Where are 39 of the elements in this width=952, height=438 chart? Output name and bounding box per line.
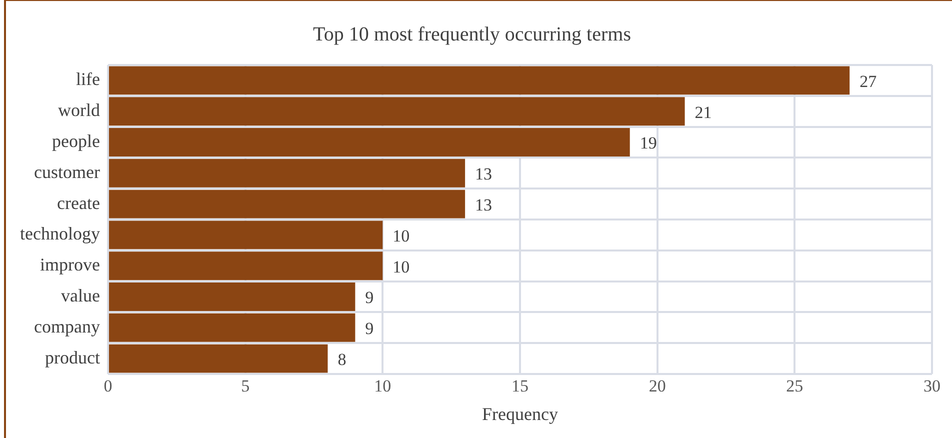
bar	[108, 66, 850, 95]
x-tick-label: 25	[786, 376, 804, 396]
y-tick-label: life	[76, 69, 100, 90]
data-label: 8	[338, 350, 346, 370]
y-tick-label: technology	[20, 224, 100, 244]
bar	[108, 190, 466, 218]
x-tick-label: 5	[241, 376, 250, 396]
data-label: 10	[392, 226, 410, 246]
x-tick-label: 30	[924, 376, 940, 396]
y-tick-label: company	[34, 316, 100, 336]
bar	[108, 282, 356, 311]
x-axis-title: Frequency	[482, 404, 558, 424]
data-label: 19	[640, 134, 657, 153]
bar	[108, 313, 356, 342]
y-tick-label: customer	[34, 162, 100, 182]
x-tick-label: 0	[104, 376, 112, 396]
data-label: 9	[365, 319, 374, 338]
data-label: 13	[475, 164, 492, 184]
x-tick-label: 20	[648, 376, 666, 396]
x-tick-label: 15	[511, 376, 528, 396]
bar	[108, 128, 630, 156]
data-label: 21	[694, 102, 712, 122]
data-label: 27	[860, 72, 878, 91]
bar	[108, 220, 383, 250]
y-tick-label: create	[57, 192, 100, 213]
y-tick-label: improve	[40, 254, 100, 275]
y-tick-label: world	[58, 100, 100, 120]
y-tick-label: value	[60, 285, 100, 306]
data-label: 9	[365, 288, 374, 308]
data-label: 10	[392, 257, 410, 276]
data-label: 13	[475, 196, 492, 215]
bar	[108, 158, 466, 188]
chart-title: Top 10 most frequently occurring terms	[313, 23, 632, 46]
x-tick-label: 10	[374, 376, 392, 396]
bar	[108, 97, 685, 126]
y-tick-label: people	[52, 130, 100, 151]
bar	[108, 344, 328, 373]
bar	[108, 252, 383, 280]
y-tick-label: product	[44, 347, 100, 368]
